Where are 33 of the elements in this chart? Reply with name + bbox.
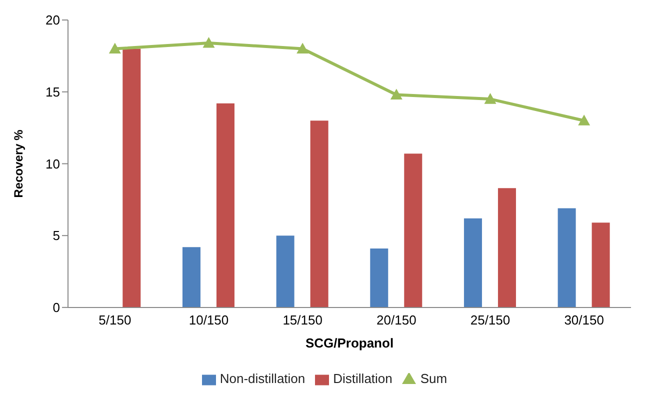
legend-label: Distillation bbox=[333, 371, 392, 386]
bar bbox=[404, 154, 422, 308]
bar bbox=[122, 48, 141, 308]
bar bbox=[276, 236, 294, 308]
point bbox=[202, 36, 215, 48]
point bbox=[578, 114, 590, 126]
x-tick-label: 30/150 bbox=[564, 312, 604, 328]
point bbox=[390, 88, 402, 100]
point bbox=[484, 93, 496, 104]
y-tick-label: 10 bbox=[46, 156, 60, 172]
x-tick-label: 10/150 bbox=[188, 312, 229, 328]
x-tick-label: 15/150 bbox=[282, 312, 322, 328]
bar bbox=[558, 208, 576, 308]
y-tick-label: 5 bbox=[52, 228, 60, 244]
bar bbox=[592, 222, 610, 308]
bar bbox=[310, 120, 328, 308]
y-tick-label: 20 bbox=[46, 12, 60, 28]
x-tick-label: 5/150 bbox=[98, 312, 132, 328]
x-tick-label: 25/150 bbox=[470, 312, 510, 328]
point bbox=[108, 42, 121, 54]
y-tick-label: 15 bbox=[46, 84, 60, 100]
y-axis-title: Recovery % bbox=[11, 129, 26, 198]
legend-label: Non-distillation bbox=[220, 371, 306, 386]
bar bbox=[498, 188, 516, 308]
point bbox=[296, 42, 309, 54]
x-axis-title: SCG/Propanol bbox=[305, 335, 394, 350]
bar bbox=[182, 247, 200, 308]
y-tick-label: 0 bbox=[52, 300, 60, 316]
x-tick-label: 20/150 bbox=[376, 312, 416, 328]
legend-label: Sum bbox=[420, 371, 448, 386]
bar bbox=[370, 248, 388, 308]
bar bbox=[464, 218, 482, 308]
bar bbox=[216, 103, 234, 308]
